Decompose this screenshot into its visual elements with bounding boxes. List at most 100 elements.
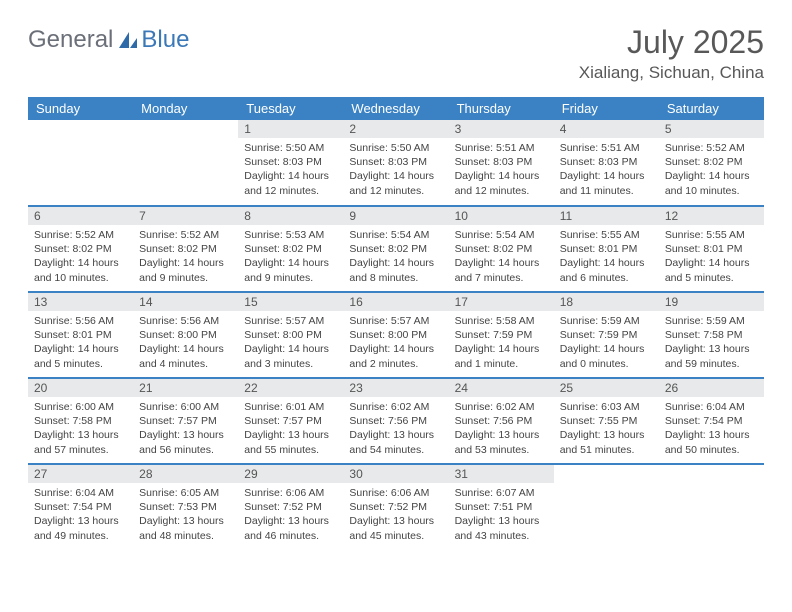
day-number: 21	[133, 379, 238, 397]
weekday-header: Wednesday	[343, 97, 448, 120]
calendar-cell: 14Sunrise: 5:56 AMSunset: 8:00 PMDayligh…	[133, 292, 238, 378]
calendar-cell: ..	[133, 120, 238, 206]
calendar-cell: ..	[659, 464, 764, 550]
day-number: 3	[449, 120, 554, 138]
calendar-cell: 20Sunrise: 6:00 AMSunset: 7:58 PMDayligh…	[28, 378, 133, 464]
calendar-cell: 19Sunrise: 5:59 AMSunset: 7:58 PMDayligh…	[659, 292, 764, 378]
day-number: 4	[554, 120, 659, 138]
calendar-cell: 11Sunrise: 5:55 AMSunset: 8:01 PMDayligh…	[554, 206, 659, 292]
calendar-body: ....1Sunrise: 5:50 AMSunset: 8:03 PMDayl…	[28, 120, 764, 550]
day-details: Sunrise: 6:05 AMSunset: 7:53 PMDaylight:…	[133, 483, 238, 547]
header: General Blue July 2025 Xialiang, Sichuan…	[28, 24, 764, 83]
logo-text-blue: Blue	[141, 26, 189, 54]
day-details: Sunrise: 5:52 AMSunset: 8:02 PMDaylight:…	[28, 225, 133, 289]
calendar-row: 6Sunrise: 5:52 AMSunset: 8:02 PMDaylight…	[28, 206, 764, 292]
weekday-header: Friday	[554, 97, 659, 120]
calendar-row: 13Sunrise: 5:56 AMSunset: 8:01 PMDayligh…	[28, 292, 764, 378]
day-details: Sunrise: 5:51 AMSunset: 8:03 PMDaylight:…	[449, 138, 554, 202]
day-number: 7	[133, 207, 238, 225]
calendar-cell: 6Sunrise: 5:52 AMSunset: 8:02 PMDaylight…	[28, 206, 133, 292]
calendar-cell: ..	[554, 464, 659, 550]
calendar-cell: 15Sunrise: 5:57 AMSunset: 8:00 PMDayligh…	[238, 292, 343, 378]
day-details: Sunrise: 5:57 AMSunset: 8:00 PMDaylight:…	[343, 311, 448, 375]
calendar-cell: 31Sunrise: 6:07 AMSunset: 7:51 PMDayligh…	[449, 464, 554, 550]
day-number: 23	[343, 379, 448, 397]
calendar-cell: 24Sunrise: 6:02 AMSunset: 7:56 PMDayligh…	[449, 378, 554, 464]
calendar-cell: 2Sunrise: 5:50 AMSunset: 8:03 PMDaylight…	[343, 120, 448, 206]
weekday-header: Monday	[133, 97, 238, 120]
calendar-head: SundayMondayTuesdayWednesdayThursdayFrid…	[28, 97, 764, 120]
calendar-cell: 8Sunrise: 5:53 AMSunset: 8:02 PMDaylight…	[238, 206, 343, 292]
day-details: Sunrise: 6:01 AMSunset: 7:57 PMDaylight:…	[238, 397, 343, 461]
calendar-cell: 17Sunrise: 5:58 AMSunset: 7:59 PMDayligh…	[449, 292, 554, 378]
day-number: 22	[238, 379, 343, 397]
day-number: 14	[133, 293, 238, 311]
day-details: Sunrise: 5:50 AMSunset: 8:03 PMDaylight:…	[343, 138, 448, 202]
day-details: Sunrise: 6:00 AMSunset: 7:57 PMDaylight:…	[133, 397, 238, 461]
day-details: Sunrise: 6:04 AMSunset: 7:54 PMDaylight:…	[28, 483, 133, 547]
day-number: 25	[554, 379, 659, 397]
day-details: Sunrise: 6:02 AMSunset: 7:56 PMDaylight:…	[449, 397, 554, 461]
weekday-header: Sunday	[28, 97, 133, 120]
day-details: Sunrise: 6:06 AMSunset: 7:52 PMDaylight:…	[343, 483, 448, 547]
day-number: 15	[238, 293, 343, 311]
day-details: Sunrise: 5:57 AMSunset: 8:00 PMDaylight:…	[238, 311, 343, 375]
day-details: Sunrise: 5:54 AMSunset: 8:02 PMDaylight:…	[449, 225, 554, 289]
day-details: Sunrise: 5:58 AMSunset: 7:59 PMDaylight:…	[449, 311, 554, 375]
day-number: 12	[659, 207, 764, 225]
logo-sail-icon	[117, 30, 139, 50]
calendar-cell: 29Sunrise: 6:06 AMSunset: 7:52 PMDayligh…	[238, 464, 343, 550]
calendar-cell: 16Sunrise: 5:57 AMSunset: 8:00 PMDayligh…	[343, 292, 448, 378]
calendar-cell: 7Sunrise: 5:52 AMSunset: 8:02 PMDaylight…	[133, 206, 238, 292]
day-number: 30	[343, 465, 448, 483]
day-number: 8	[238, 207, 343, 225]
day-number: 17	[449, 293, 554, 311]
day-details: Sunrise: 5:56 AMSunset: 8:00 PMDaylight:…	[133, 311, 238, 375]
weekday-header: Tuesday	[238, 97, 343, 120]
calendar-row: ....1Sunrise: 5:50 AMSunset: 8:03 PMDayl…	[28, 120, 764, 206]
day-number: 2	[343, 120, 448, 138]
day-number: 27	[28, 465, 133, 483]
calendar-cell: 18Sunrise: 5:59 AMSunset: 7:59 PMDayligh…	[554, 292, 659, 378]
day-details: Sunrise: 5:52 AMSunset: 8:02 PMDaylight:…	[659, 138, 764, 202]
day-details: Sunrise: 6:03 AMSunset: 7:55 PMDaylight:…	[554, 397, 659, 461]
day-number: 18	[554, 293, 659, 311]
logo-text-general: General	[28, 26, 113, 54]
day-details: Sunrise: 6:07 AMSunset: 7:51 PMDaylight:…	[449, 483, 554, 547]
day-details: Sunrise: 5:55 AMSunset: 8:01 PMDaylight:…	[554, 225, 659, 289]
calendar-cell: 26Sunrise: 6:04 AMSunset: 7:54 PMDayligh…	[659, 378, 764, 464]
calendar-cell: 13Sunrise: 5:56 AMSunset: 8:01 PMDayligh…	[28, 292, 133, 378]
day-details: Sunrise: 6:04 AMSunset: 7:54 PMDaylight:…	[659, 397, 764, 461]
day-number: 6	[28, 207, 133, 225]
calendar-row: 20Sunrise: 6:00 AMSunset: 7:58 PMDayligh…	[28, 378, 764, 464]
month-title: July 2025	[579, 24, 764, 61]
calendar-cell: 3Sunrise: 5:51 AMSunset: 8:03 PMDaylight…	[449, 120, 554, 206]
location-subtitle: Xialiang, Sichuan, China	[579, 63, 764, 83]
day-number: 20	[28, 379, 133, 397]
calendar-cell: 23Sunrise: 6:02 AMSunset: 7:56 PMDayligh…	[343, 378, 448, 464]
calendar-cell: 30Sunrise: 6:06 AMSunset: 7:52 PMDayligh…	[343, 464, 448, 550]
day-details: Sunrise: 5:54 AMSunset: 8:02 PMDaylight:…	[343, 225, 448, 289]
day-number: 5	[659, 120, 764, 138]
calendar-table: SundayMondayTuesdayWednesdayThursdayFrid…	[28, 97, 764, 550]
calendar-cell: 27Sunrise: 6:04 AMSunset: 7:54 PMDayligh…	[28, 464, 133, 550]
day-details: Sunrise: 5:59 AMSunset: 7:58 PMDaylight:…	[659, 311, 764, 375]
day-number: 19	[659, 293, 764, 311]
calendar-cell: 21Sunrise: 6:00 AMSunset: 7:57 PMDayligh…	[133, 378, 238, 464]
day-details: Sunrise: 6:06 AMSunset: 7:52 PMDaylight:…	[238, 483, 343, 547]
day-number: 10	[449, 207, 554, 225]
day-number: 31	[449, 465, 554, 483]
calendar-cell: 22Sunrise: 6:01 AMSunset: 7:57 PMDayligh…	[238, 378, 343, 464]
calendar-cell: 10Sunrise: 5:54 AMSunset: 8:02 PMDayligh…	[449, 206, 554, 292]
day-number: 11	[554, 207, 659, 225]
day-details: Sunrise: 6:02 AMSunset: 7:56 PMDaylight:…	[343, 397, 448, 461]
calendar-cell: 1Sunrise: 5:50 AMSunset: 8:03 PMDaylight…	[238, 120, 343, 206]
day-number: 1	[238, 120, 343, 138]
day-number: 29	[238, 465, 343, 483]
day-details: Sunrise: 5:53 AMSunset: 8:02 PMDaylight:…	[238, 225, 343, 289]
calendar-cell: 4Sunrise: 5:51 AMSunset: 8:03 PMDaylight…	[554, 120, 659, 206]
calendar-cell: ..	[28, 120, 133, 206]
weekday-header: Saturday	[659, 97, 764, 120]
calendar-row: 27Sunrise: 6:04 AMSunset: 7:54 PMDayligh…	[28, 464, 764, 550]
title-block: July 2025 Xialiang, Sichuan, China	[579, 24, 764, 83]
